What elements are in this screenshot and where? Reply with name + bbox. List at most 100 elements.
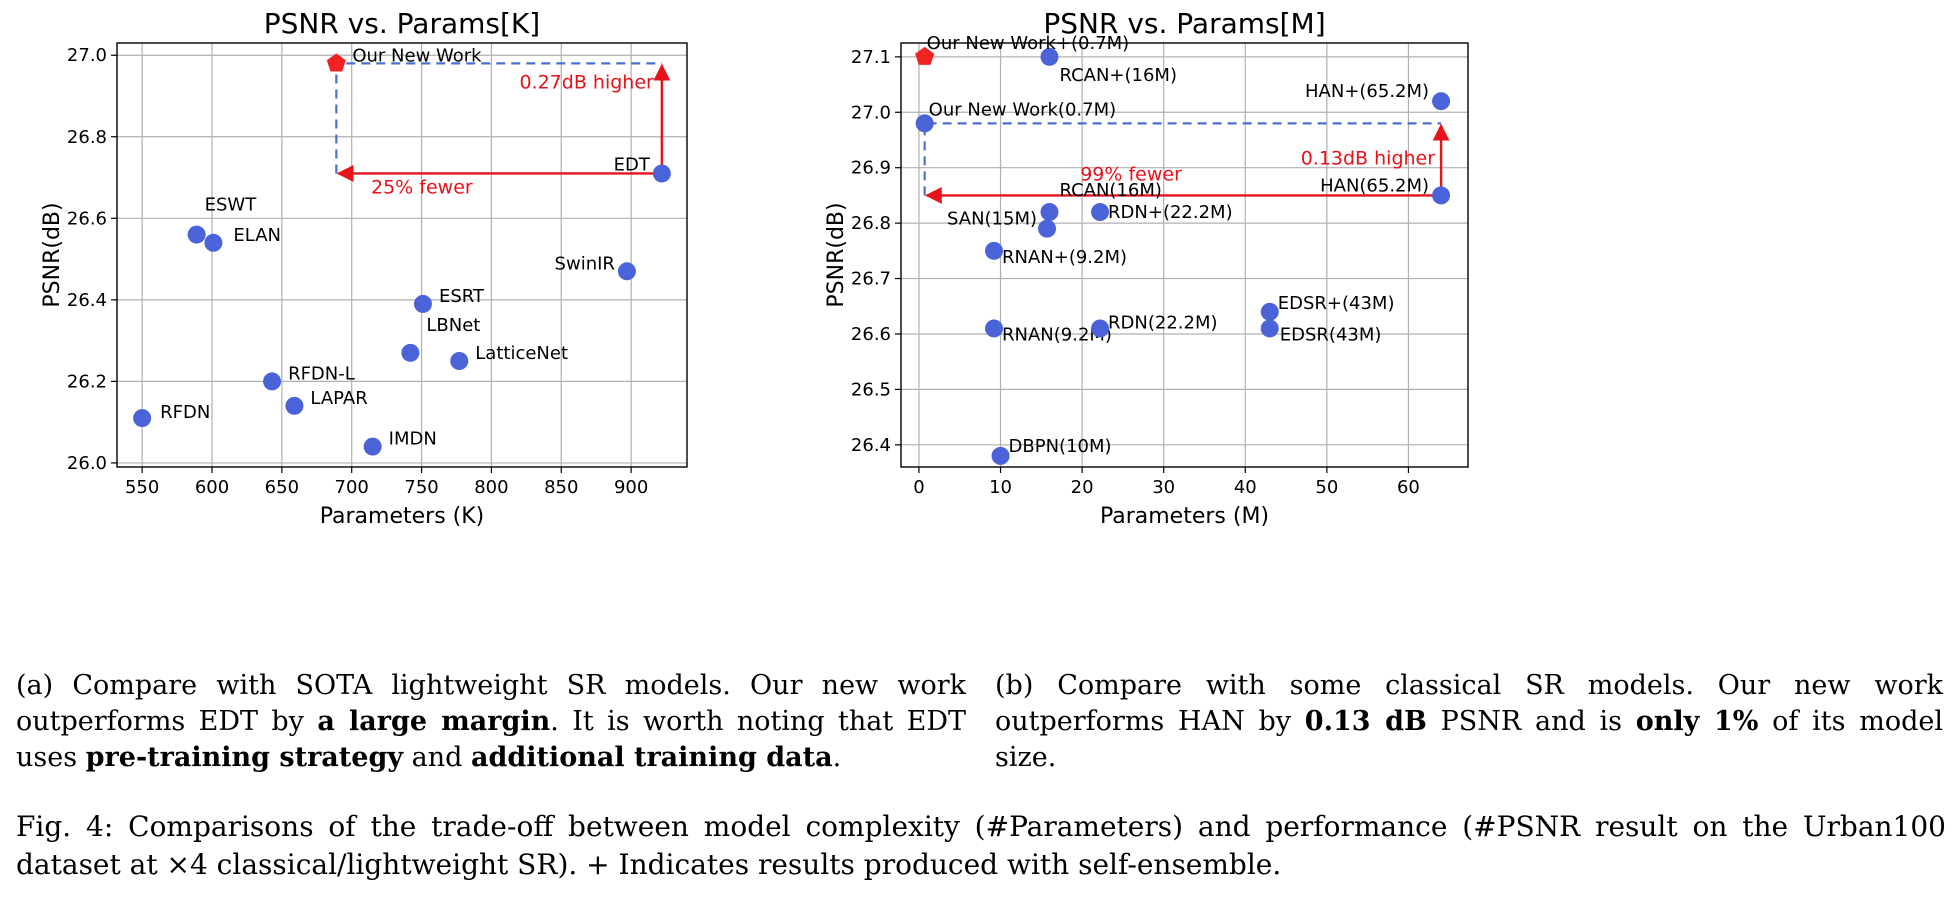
y-tick-label: 26.6	[67, 208, 107, 229]
figure-caption: Fig. 4: Comparisons of the trade-off bet…	[16, 810, 1946, 881]
point-label: RNAN+(9.2M)	[1002, 247, 1127, 268]
point-label: ESRT	[439, 286, 485, 307]
y-tick-label: 27.0	[851, 102, 891, 123]
x-tick-label: 550	[125, 477, 159, 498]
reduction-annotation: 25% fewer	[371, 176, 473, 198]
highlight-point-label: Our New Work	[352, 45, 482, 66]
point-label: EDT	[614, 154, 651, 175]
data-point	[263, 372, 282, 391]
data-point	[617, 262, 636, 281]
chart-psnr-vs-params-m: 0 10 20 30 40 50 60 26.4 26.5 26.6 26.7 26.8 26.9 27.…	[824, 7, 1469, 529]
point-label: RNAN(9.2M)	[1002, 324, 1112, 345]
y-tick-label: 26.5	[851, 379, 891, 400]
caption-b: (b) Compare with some classical SR model…	[995, 670, 1944, 773]
data-point	[413, 294, 432, 313]
data-point	[991, 446, 1010, 465]
chart-title: PSNR vs. Params[K]	[264, 7, 540, 40]
data-point	[985, 241, 1004, 260]
point-label: DBPN(10M)	[1009, 436, 1112, 457]
point-label: IMDN	[389, 429, 437, 450]
point-label: EDSR(43M)	[1280, 324, 1382, 345]
figure-canvas: 550 600 650 700 750 800 850 90026.026.226.426.6…	[40, 7, 1469, 529]
data-point	[1091, 203, 1110, 222]
caption-a-emphasis-margin: a large margin	[317, 706, 551, 737]
highlight-point-label: Our New Work+(0.7M)	[927, 33, 1130, 54]
x-tick-label: 30	[1152, 477, 1175, 498]
point-label: RCAN(16M)	[1059, 180, 1161, 201]
point-label: RDN+(22.2M)	[1108, 202, 1233, 223]
caption-a-emphasis-data: additional training data	[470, 742, 833, 773]
data-point	[1040, 203, 1059, 222]
y-tick-label: 26.0	[67, 453, 107, 474]
x-tick-label: 800	[474, 477, 508, 498]
x-tick-label: 10	[989, 477, 1012, 498]
gain-annotation: 0.13dB higher	[1301, 147, 1436, 169]
y-tick-label: 26.8	[67, 127, 107, 148]
data-point	[1260, 302, 1279, 321]
caption-b-emphasis-db: 0.13 dB	[1304, 706, 1427, 737]
x-tick-label: 650	[265, 477, 299, 498]
chart-psnr-vs-params-k: 550 600 650 700 750 800 850 900 26.0 26.2 26.4 26.6…	[40, 7, 688, 529]
data-point	[652, 164, 671, 183]
point-label: RDN(22.2M)	[1108, 312, 1218, 333]
y-tick-label: 26.8	[851, 213, 891, 234]
data-point	[1038, 219, 1057, 238]
data-point	[363, 437, 382, 456]
y-tick-label: 26.2	[67, 371, 107, 392]
point-label: Our New Work(0.7M)	[929, 99, 1116, 120]
point-label: ESWT	[205, 195, 258, 216]
y-tick-label: 26.4	[851, 435, 891, 456]
point-label: LBNet	[426, 315, 480, 336]
data-point	[204, 233, 223, 252]
point-label: LAPAR	[310, 388, 367, 409]
data-point	[1260, 319, 1279, 338]
highlight-point-pentagon	[326, 53, 346, 72]
gain-annotation: 0.27dB higher	[519, 71, 654, 93]
x-tick-label: 40	[1234, 477, 1257, 498]
data-point	[401, 343, 420, 362]
y-tick-label: 27.0	[67, 45, 107, 66]
x-tick-label: 700	[335, 477, 369, 498]
x-tick-label: 20	[1071, 477, 1094, 498]
x-axis-label: Parameters (K)	[320, 504, 485, 529]
x-tick-label: 750	[404, 477, 438, 498]
caption-b-emphasis-size: only 1%	[1635, 706, 1759, 737]
x-tick-label: 60	[1397, 477, 1420, 498]
data-point	[187, 225, 206, 244]
point-label: RCAN+(16M)	[1059, 65, 1177, 86]
plot-frame	[116, 42, 688, 468]
y-tick-label: 26.6	[851, 324, 891, 345]
y-axis-label: PSNR(dB)	[40, 202, 65, 307]
x-tick-label: 0	[913, 477, 924, 498]
point-label: SwinIR	[555, 253, 615, 274]
y-tick-label: 27.1	[851, 47, 891, 68]
x-tick-label: 50	[1315, 477, 1338, 498]
y-axis-label: PSNR(dB)	[824, 202, 849, 307]
data-point	[133, 409, 152, 428]
point-label: RFDN-L	[288, 363, 355, 384]
reduction-annotation: 99% fewer	[1080, 163, 1182, 185]
data-point	[915, 114, 934, 133]
data-point	[1432, 186, 1451, 205]
point-label: SAN(15M)	[947, 209, 1037, 230]
point-label: HAN+(65.2M)	[1305, 81, 1429, 102]
data-point	[985, 319, 1004, 338]
data-point	[450, 352, 469, 370]
data-point	[285, 396, 304, 415]
data-point	[1432, 92, 1451, 111]
x-tick-label: 600	[195, 477, 229, 498]
point-label: LatticeNet	[475, 343, 568, 364]
x-axis-label: Parameters (M)	[1100, 504, 1269, 529]
caption-a-emphasis-pretraining: pre-training strategy	[85, 742, 404, 773]
point-label: EDSR+(43M)	[1278, 293, 1395, 314]
y-tick-label: 26.4	[67, 290, 107, 311]
y-tick-label: 26.7	[851, 269, 891, 290]
point-label: ELAN	[233, 225, 281, 246]
y-tick-label: 26.9	[851, 158, 891, 179]
plot-frame	[900, 42, 1469, 468]
caption-a: (a) Compare with SOTA lightweight SR mod…	[16, 670, 966, 773]
data-point	[1040, 47, 1059, 66]
point-label: HAN(65.2M)	[1320, 175, 1429, 196]
data-point	[1091, 319, 1110, 338]
point-label: RFDN	[160, 402, 210, 423]
